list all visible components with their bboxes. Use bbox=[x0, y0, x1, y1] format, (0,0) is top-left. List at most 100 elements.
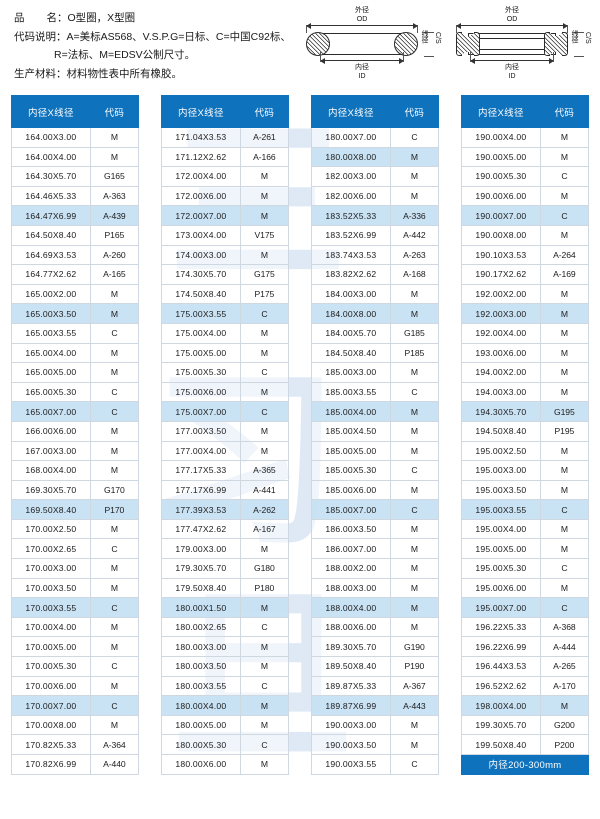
code-legend-value: A=美标AS568、V.S.P.G=日标、C=中国C92标、 bbox=[66, 30, 291, 43]
cell-size: 170.00X2.65 bbox=[11, 538, 91, 560]
cell-code: M bbox=[539, 577, 590, 599]
table-row: 175.00X5.00 M bbox=[161, 342, 290, 364]
x-ring-diagram: 外径 OD 内径 ID 线径 C bbox=[452, 4, 594, 88]
cell-size: 164.69X3.53 bbox=[11, 244, 91, 266]
cell-size: 194.50X8.40 bbox=[461, 420, 541, 442]
table-row: 190.00X7.00 C bbox=[461, 205, 590, 226]
cell-code: M bbox=[389, 166, 440, 187]
table-row: 192.00X3.00 M bbox=[461, 303, 590, 324]
cell-code: M bbox=[239, 420, 290, 442]
table-row: 173.00X4.00 V175 bbox=[161, 224, 290, 246]
cell-size: 174.50X8.40 bbox=[161, 283, 241, 305]
cell-size: 171.12X2.62 bbox=[161, 146, 241, 168]
cell-code: P200 bbox=[539, 734, 590, 755]
header-size: 内径X线径 bbox=[461, 95, 541, 128]
table-row: 179.50X8.40 P180 bbox=[161, 577, 290, 599]
cell-code: M bbox=[389, 714, 440, 736]
table-row: 165.00X5.00 M bbox=[11, 362, 140, 383]
size-table-columns: 内径X线径 代码 164.00X3.00 M 164.00X4.00 M 164.30X… bbox=[0, 95, 600, 775]
table-row: 189.50X8.40 P190 bbox=[311, 656, 440, 677]
cell-size: 190.00X5.30 bbox=[461, 166, 541, 187]
table-row: 170.00X3.50 M bbox=[11, 577, 140, 599]
cell-size: 183.74X3.53 bbox=[311, 244, 391, 266]
table-row: 190.00X5.30 C bbox=[461, 166, 590, 187]
table-row: 167.00X3.00 M bbox=[11, 440, 140, 462]
table-row: 186.00X7.00 M bbox=[311, 538, 440, 560]
cell-code: P165 bbox=[89, 224, 140, 246]
cell-code: G165 bbox=[89, 166, 140, 187]
table-column-4: 内径X线径 代码 190.00X4.00 M 190.00X5.00 M 190.00X… bbox=[450, 95, 600, 775]
table-row: 180.00X4.00 M bbox=[161, 695, 290, 716]
cell-code: C bbox=[389, 460, 440, 481]
cell-size: 177.39X3.53 bbox=[161, 499, 241, 520]
cell-code: M bbox=[539, 460, 590, 481]
table-row: 183.82X2.62 A-168 bbox=[311, 264, 440, 285]
table-row: 192.00X2.00 M bbox=[461, 283, 590, 305]
cell-size: 165.00X3.55 bbox=[11, 322, 91, 344]
cell-code: P185 bbox=[389, 342, 440, 364]
cell-size: 170.00X3.00 bbox=[11, 558, 91, 579]
cell-code: M bbox=[389, 420, 440, 442]
cell-code: C bbox=[239, 362, 290, 383]
table-body-1: 164.00X3.00 M 164.00X4.00 M 164.30X5.70 G165 1… bbox=[11, 127, 140, 775]
cell-size: 183.52X5.33 bbox=[311, 205, 391, 226]
table-row: 180.00X6.00 M bbox=[161, 754, 290, 775]
o-ring-diagram: 外径 OD 内径 ID 线径 C/S bbox=[302, 4, 444, 88]
table-row: 179.30X5.70 G180 bbox=[161, 558, 290, 579]
cell-code: P175 bbox=[239, 283, 290, 305]
table-row: 192.00X4.00 M bbox=[461, 322, 590, 344]
cell-size: 174.00X3.00 bbox=[161, 244, 241, 266]
od-ext-left-x bbox=[456, 25, 457, 33]
table-row: 170.00X3.00 M bbox=[11, 558, 140, 579]
table-column-3: 内径X线径 代码 180.00X7.00 C 180.00X8.00 M 182.00X… bbox=[300, 95, 450, 775]
table-row: 188.00X6.00 M bbox=[311, 616, 440, 638]
cell-size: 170.00X5.30 bbox=[11, 656, 91, 677]
cell-size: 170.00X3.55 bbox=[11, 597, 91, 618]
product-name-label2: 名： bbox=[46, 12, 68, 24]
cell-size: 172.00X4.00 bbox=[161, 166, 241, 187]
cell-size: 185.00X3.00 bbox=[311, 362, 391, 383]
cell-code: A-264 bbox=[539, 244, 590, 266]
cell-size: 189.87X6.99 bbox=[311, 695, 391, 716]
table-row: 190.00X6.00 M bbox=[461, 185, 590, 207]
cell-size: 164.00X4.00 bbox=[11, 146, 91, 168]
cs-label-en-x: C/S bbox=[584, 32, 591, 44]
cell-size: 177.47X2.62 bbox=[161, 518, 241, 540]
cell-size: 192.00X2.00 bbox=[461, 283, 541, 305]
od-ext-right-x bbox=[567, 25, 568, 33]
table-row: 164.50X8.40 P165 bbox=[11, 224, 140, 246]
x-ring-body-inner bbox=[469, 38, 555, 50]
cell-code: C bbox=[539, 558, 590, 579]
table-row: 184.00X5.70 G185 bbox=[311, 322, 440, 344]
cell-code: M bbox=[539, 518, 590, 540]
table-row: 194.50X8.40 P195 bbox=[461, 420, 590, 442]
cell-size: 196.44X3.53 bbox=[461, 656, 541, 677]
table-row: 169.50X8.40 P170 bbox=[11, 499, 140, 520]
code-legend-line-2: R=法标、M=EDSV公制尺寸。 bbox=[14, 46, 304, 65]
cell-size: 185.00X5.30 bbox=[311, 460, 391, 481]
cell-code: C bbox=[389, 127, 440, 148]
cell-code: M bbox=[89, 303, 140, 324]
cell-code: M bbox=[539, 381, 590, 403]
id-label-cn-x: 内径 bbox=[505, 64, 519, 71]
cell-size: 180.00X2.65 bbox=[161, 616, 241, 638]
table-row: 190.00X8.00 M bbox=[461, 224, 590, 246]
header-size: 内径X线径 bbox=[311, 95, 391, 128]
cell-size: 199.50X8.40 bbox=[461, 734, 541, 755]
cell-size: 185.00X5.00 bbox=[311, 440, 391, 462]
table-row: 185.00X6.00 M bbox=[311, 479, 440, 501]
cell-size: 195.00X7.00 bbox=[461, 597, 541, 618]
table-row: 188.00X2.00 M bbox=[311, 558, 440, 579]
od-label-en-o: OD bbox=[356, 15, 368, 23]
table-row: 179.00X3.00 M bbox=[161, 538, 290, 560]
cell-code: M bbox=[89, 616, 140, 638]
cs-ext-top-x bbox=[574, 32, 584, 33]
table-row: 195.00X4.00 M bbox=[461, 518, 590, 540]
header-size: 内径X线径 bbox=[161, 95, 241, 128]
cell-code: M bbox=[539, 538, 590, 560]
cell-code: A-165 bbox=[89, 264, 140, 285]
cell-size: 175.00X4.00 bbox=[161, 322, 241, 344]
cell-size: 177.00X3.50 bbox=[161, 420, 241, 442]
table-row: 175.00X6.00 M bbox=[161, 381, 290, 403]
cell-code: M bbox=[239, 205, 290, 226]
